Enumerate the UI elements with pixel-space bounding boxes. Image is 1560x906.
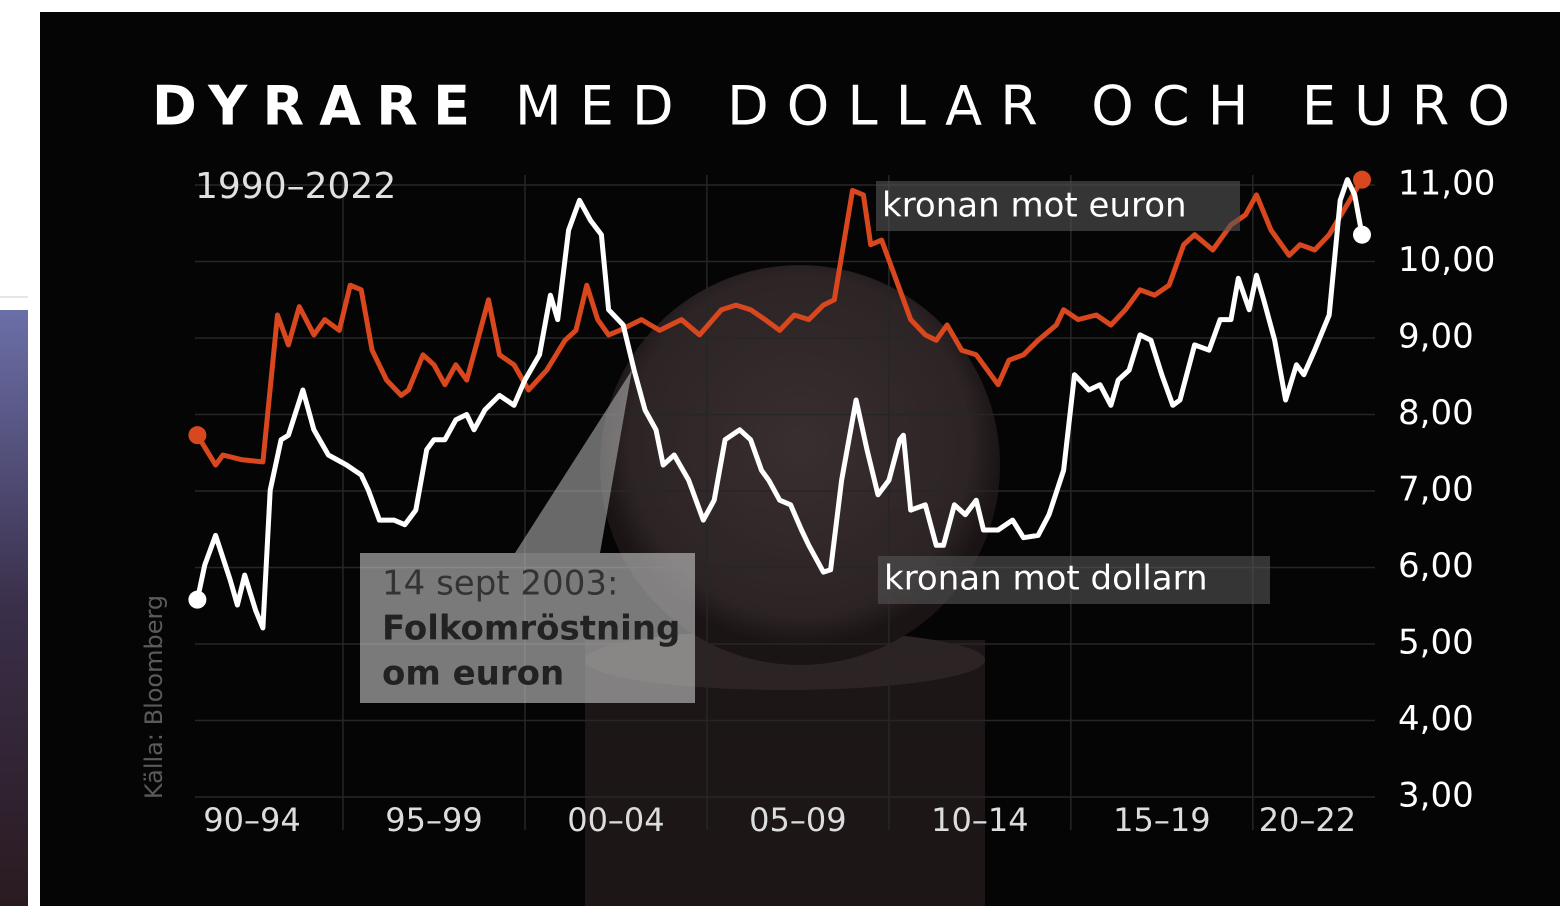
y-tick-label: 6,00 — [1398, 546, 1474, 586]
x-tick-label: 05–09 — [749, 801, 846, 839]
side-image — [0, 310, 28, 906]
annotation-date: 14 sept 2003: — [382, 564, 618, 604]
y-tick-label: 5,00 — [1398, 623, 1474, 663]
y-tick-label: 11,00 — [1398, 164, 1495, 204]
x-tick-label: 95–99 — [385, 801, 482, 839]
y-tick-label: 4,00 — [1398, 699, 1474, 739]
source: Källa: Bloomberg — [140, 595, 168, 799]
y-tick-label: 9,00 — [1398, 317, 1474, 357]
end-point — [188, 591, 206, 609]
end-point — [1353, 171, 1371, 189]
x-tick-label: 20–22 — [1259, 801, 1356, 839]
y-tick-label: 3,00 — [1398, 776, 1474, 816]
x-tick-label: 15–19 — [1113, 801, 1210, 839]
annotation-text: Folkomröstning — [382, 609, 680, 649]
y-tick-label: 10,00 — [1398, 240, 1495, 280]
x-tick-label: 00–04 — [567, 801, 664, 839]
annotation-text: om euron — [382, 654, 564, 694]
x-tick-label: 90–94 — [203, 801, 300, 839]
end-point — [1353, 226, 1371, 244]
end-point — [188, 426, 206, 444]
series-label: kronan mot euron — [882, 186, 1187, 226]
page: DYRARE MED DOLLAR OCH EURO 1990–2022 Käl… — [0, 0, 1560, 906]
x-tick-label: 10–14 — [931, 801, 1028, 839]
series-label: kronan mot dollarn — [884, 559, 1208, 599]
chart-title: MED DOLLAR OCH EURO — [515, 75, 1510, 138]
y-tick-label: 7,00 — [1398, 470, 1474, 510]
y-tick-label: 8,00 — [1398, 393, 1474, 433]
subtitle: 1990–2022 — [195, 166, 396, 207]
